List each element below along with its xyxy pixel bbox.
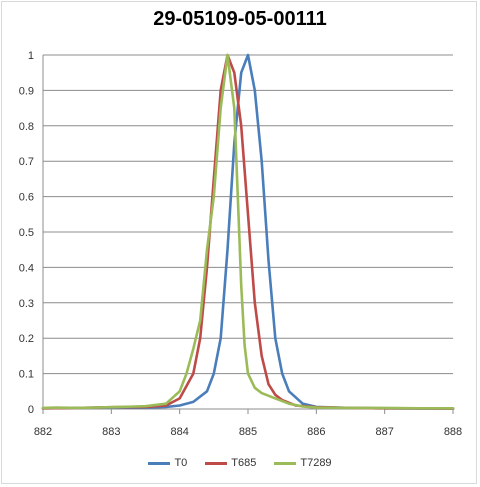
legend-item: T7289 — [274, 457, 332, 469]
y-tick-label: 0.2 — [19, 333, 34, 345]
legend-label: T7289 — [300, 457, 332, 469]
x-tick-label: 888 — [444, 426, 462, 438]
legend-item: T685 — [205, 457, 256, 469]
y-tick-label: 0.9 — [19, 85, 34, 97]
y-tick-label: 0.1 — [19, 369, 34, 381]
axes: 0 0.1 0.2 0.3 0.4 0.5 0.6 0.7 0.8 0.9 1 882 883 884 88… — [19, 50, 462, 438]
legend-swatch-t7289 — [274, 461, 297, 465]
legend-swatch-t0 — [148, 461, 171, 465]
y-tick-label: 0.4 — [19, 262, 34, 274]
legend-item: T0 — [148, 457, 187, 469]
y-tick-label: 0.7 — [19, 156, 34, 168]
series-line-t7289 — [41, 53, 455, 410]
gridlines — [43, 54, 453, 375]
legend-label: T685 — [231, 457, 257, 469]
y-tick-label: 0.8 — [19, 121, 34, 133]
x-tick-label: 885 — [239, 426, 257, 438]
x-tick-label: 887 — [375, 426, 393, 438]
series-lines — [41, 53, 455, 410]
y-tick-label: 0 — [28, 404, 34, 416]
x-tick-label: 884 — [170, 426, 188, 438]
legend-label: T0 — [174, 457, 188, 469]
legend: T0 T685 T7289 — [0, 457, 480, 469]
legend-swatch-t685 — [205, 461, 228, 465]
x-tick-label: 882 — [34, 426, 52, 438]
chart-title: 29-05109-05-00111 — [153, 8, 327, 30]
x-tick-label: 883 — [102, 426, 120, 438]
y-tick-label: 0.5 — [19, 227, 34, 239]
y-tick-label: 0.6 — [19, 192, 34, 204]
y-tick-label: 1 — [28, 50, 34, 62]
y-tick-label: 0.3 — [19, 298, 34, 310]
x-tick-label: 886 — [307, 426, 325, 438]
